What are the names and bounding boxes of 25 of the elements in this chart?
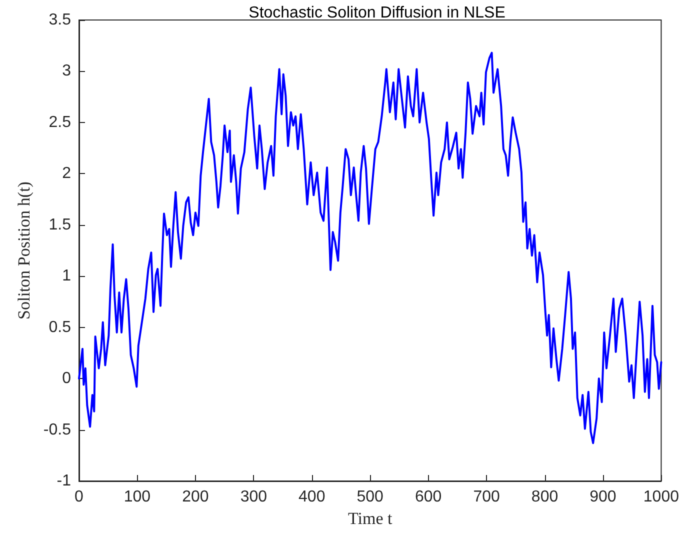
x-tick-label: 900 (590, 488, 616, 506)
y-tick-label: 0 (62, 370, 72, 388)
x-tick-label: 1000 (643, 488, 680, 506)
y-tick-label: 3 (62, 62, 72, 80)
x-tick-label: 700 (473, 488, 500, 506)
x-tick-label: 800 (531, 488, 558, 506)
y-tick-label: 1.5 (48, 216, 72, 234)
y-tick-label: 1 (62, 268, 72, 285)
x-tick-label: 400 (298, 488, 326, 506)
y-tick-label: 2 (62, 165, 72, 182)
y-axis-title: Soliton Position h(t) (14, 182, 34, 320)
x-tick-label: 0 (74, 488, 84, 506)
x-tick-label: 200 (182, 488, 209, 506)
line-series (78, 52, 662, 444)
x-axis-title: Time t (348, 508, 392, 528)
y-tick-label: -0.5 (43, 421, 72, 438)
chart-title: Stochastic Soliton Diffusion in NLSE (248, 4, 506, 22)
x-tick-label: 600 (414, 488, 442, 506)
x-tick-label: 100 (124, 488, 151, 506)
y-tick-label: 0.5 (48, 318, 72, 336)
y-tick-label: 3.5 (48, 12, 72, 28)
y-tick-label: 2.5 (48, 114, 72, 131)
y-tick-label: -1 (56, 472, 72, 490)
x-tick-label: 300 (240, 488, 268, 506)
x-tick-label: 500 (356, 488, 384, 506)
